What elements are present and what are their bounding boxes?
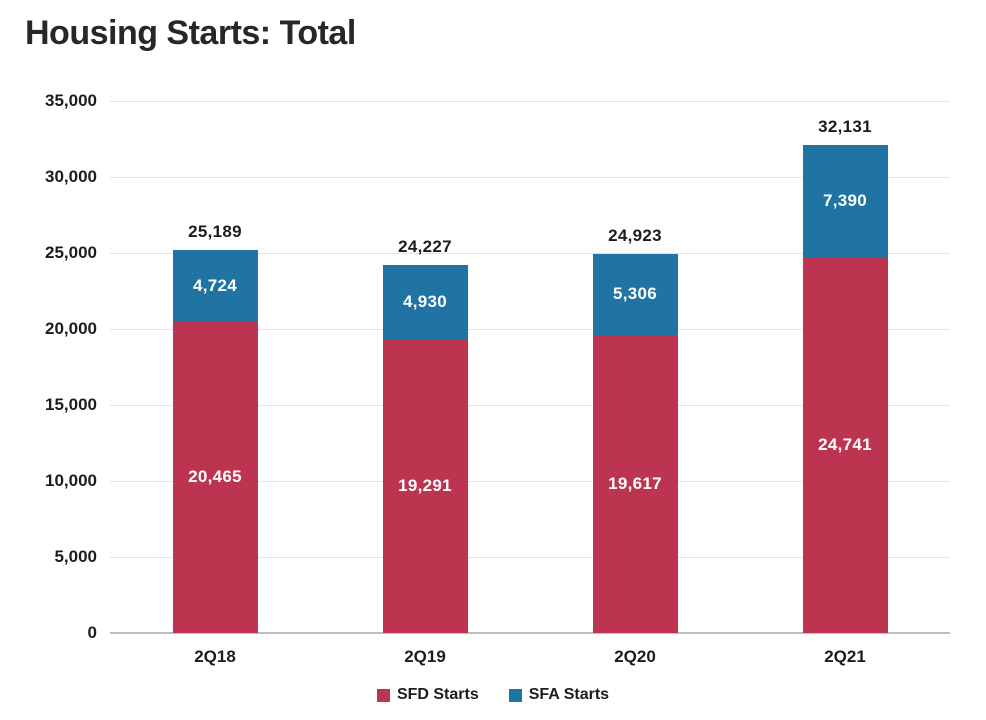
bar-stack-2q21: 7,390 24,741	[802, 144, 888, 633]
gridline	[110, 481, 950, 482]
bar-segment-sfd-2q18: 20,465	[172, 321, 258, 633]
legend-swatch-sfa	[508, 688, 522, 702]
segment-value-label: 5,306	[612, 284, 658, 304]
bar-segment-sfd-2q19: 19,291	[382, 339, 468, 633]
legend-label: SFD Starts	[396, 686, 479, 703]
gridline	[110, 557, 950, 558]
bar-segment-sfa-2q19: 4,930	[382, 264, 468, 340]
total-value-label: 32,131	[818, 116, 872, 136]
bar-segment-sfd-2q20: 19,617	[592, 334, 678, 633]
legend-item-sfa: SFA Starts	[508, 686, 610, 704]
total-value-label: 24,923	[608, 226, 662, 246]
x-tick-label: 2Q19	[404, 647, 446, 666]
bar-stack-2q19: 4,930 19,291	[382, 264, 468, 633]
segment-value-label: 24,741	[818, 434, 872, 454]
gridline	[110, 177, 950, 178]
segment-value-label: 7,390	[822, 190, 868, 210]
segment-value-label: 19,617	[608, 473, 662, 493]
gridline	[110, 405, 950, 406]
y-tick-label: 20,000	[45, 319, 97, 338]
segment-value-label: 20,465	[188, 467, 242, 487]
segment-value-label: 4,724	[192, 276, 238, 296]
segment-value-label: 4,930	[402, 292, 448, 312]
y-tick-label: 30,000	[45, 167, 97, 186]
legend: SFD Starts SFA Starts	[0, 686, 986, 704]
total-value-label: 25,189	[188, 222, 242, 242]
y-tick-label: 0	[87, 623, 97, 642]
gridline	[110, 101, 950, 102]
x-tick-label: 2Q20	[614, 647, 656, 666]
bar-segment-sfd-2q21: 24,741	[802, 256, 888, 633]
bar-segment-sfa-2q21: 7,390	[802, 144, 888, 257]
y-tick-label: 15,000	[45, 395, 97, 414]
y-tick-label: 5,000	[54, 547, 97, 566]
page-title: Housing Starts: Total	[25, 14, 356, 52]
bar-segment-sfa-2q18: 4,724	[172, 250, 258, 322]
x-axis-line	[110, 632, 950, 634]
bar-segment-sfa-2q20: 5,306	[592, 254, 678, 335]
x-tick-label: 2Q18	[194, 647, 236, 666]
gridline	[110, 253, 950, 254]
gridline	[110, 329, 950, 330]
total-value-label: 24,227	[398, 236, 452, 256]
y-tick-label: 25,000	[45, 243, 97, 262]
x-tick-label: 2Q21	[824, 647, 866, 666]
y-tick-label: 35,000	[45, 91, 97, 110]
bar-stack-2q18: 4,724 20,465	[172, 250, 258, 633]
bar-stack-2q20: 5,306 19,617	[592, 254, 678, 633]
legend-label: SFA Starts	[528, 686, 610, 703]
y-tick-label: 10,000	[45, 471, 97, 490]
legend-item-sfd: SFD Starts	[376, 686, 479, 704]
segment-value-label: 19,291	[398, 476, 452, 496]
legend-swatch-sfd	[376, 688, 390, 702]
